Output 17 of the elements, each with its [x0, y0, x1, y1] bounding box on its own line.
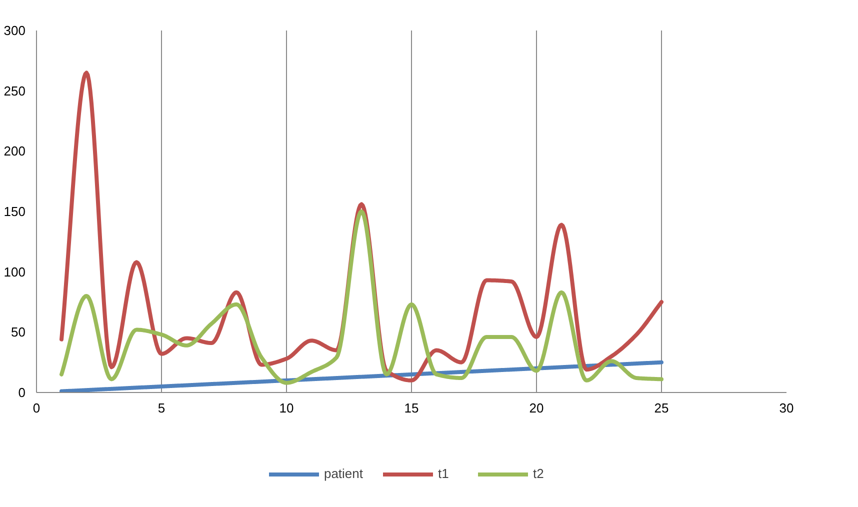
y-tick-label: 100 [4, 264, 26, 280]
x-tick-label: 20 [529, 400, 544, 416]
y-tick-label: 50 [11, 324, 26, 340]
x-tick-label: 30 [779, 400, 794, 416]
x-tick-label: 15 [404, 400, 419, 416]
y-tick-label: 150 [4, 204, 26, 219]
legend-label: patient [324, 466, 364, 482]
legend-label: t1 [438, 466, 450, 482]
y-tick-label: 200 [4, 144, 26, 159]
x-tick-label: 5 [158, 400, 166, 416]
x-tick-label: 25 [654, 400, 669, 416]
y-tick-label: 300 [4, 23, 26, 38]
y-tick-label: 250 [4, 83, 26, 98]
x-tick-label: 0 [32, 400, 40, 416]
legend-label: t2 [533, 466, 545, 482]
x-tick-label: 10 [279, 400, 294, 416]
y-tick-label: 0 [18, 385, 26, 400]
